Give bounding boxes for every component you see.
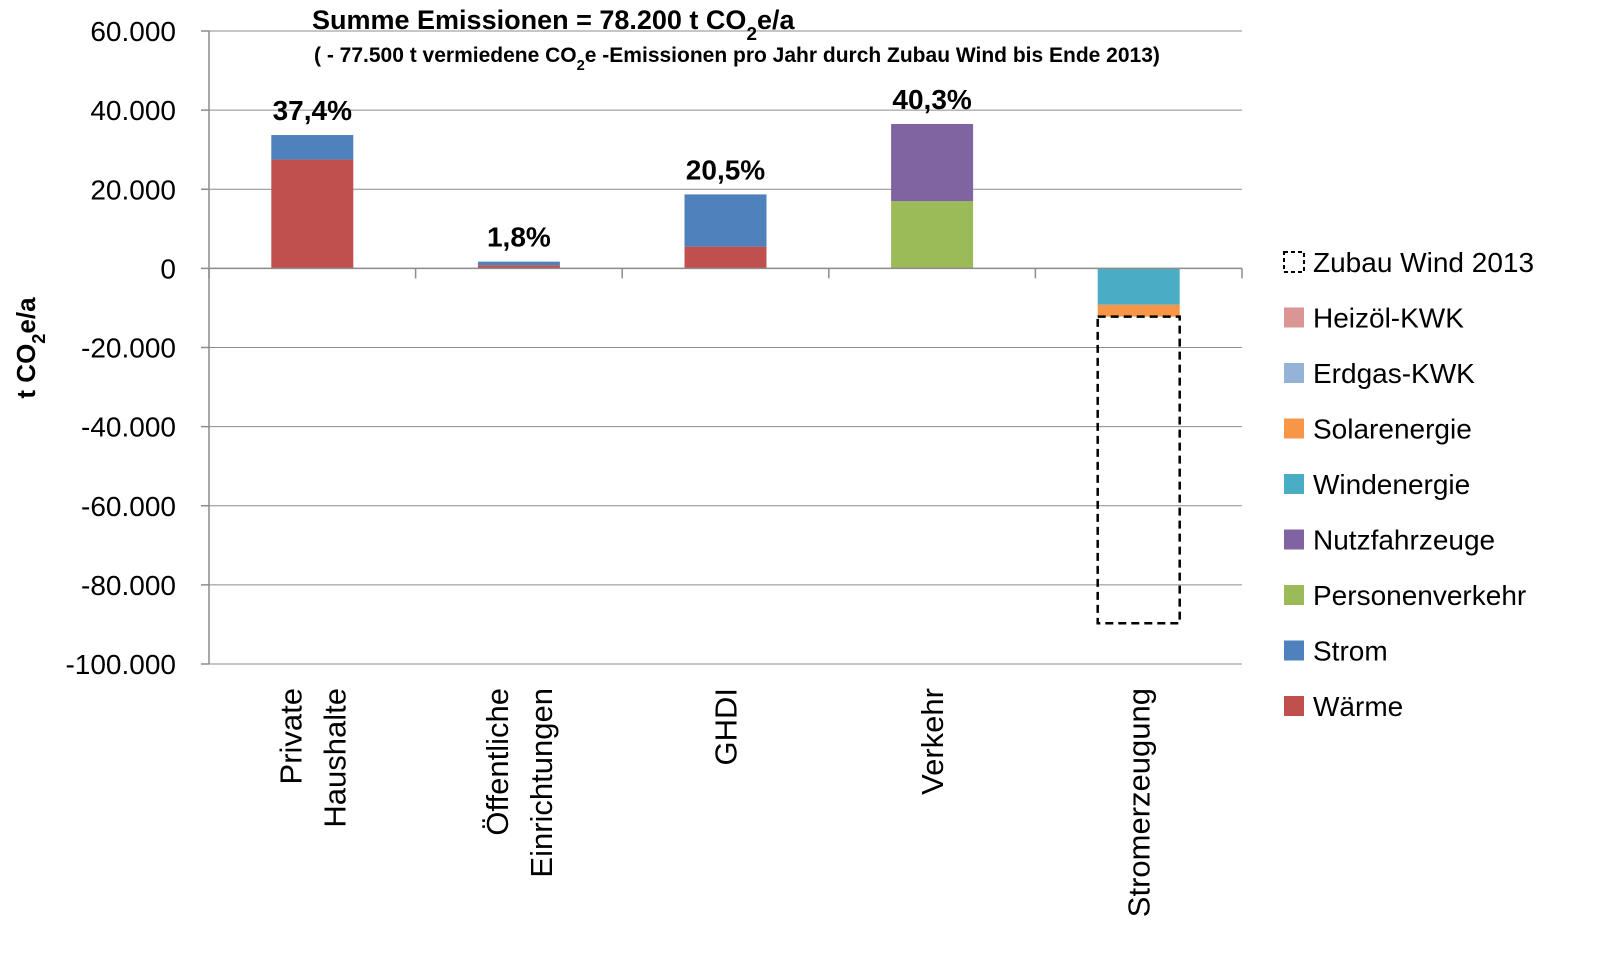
y-tick-label: -20.000	[81, 333, 176, 364]
gridlines	[209, 30, 1242, 665]
legend-swatch	[1283, 251, 1305, 273]
legend-swatch	[1284, 696, 1304, 716]
chart-title: Summe Emissionen = 78.200 t CO2e/a	[312, 5, 795, 45]
legend-label: Zubau Wind 2013	[1313, 247, 1534, 278]
legend-item: Strom	[1284, 636, 1388, 667]
category-label: Stromerzeugung	[1122, 688, 1157, 917]
percent-label: 1,8%	[487, 222, 551, 253]
category-label-line: Verkehr	[915, 688, 950, 795]
category-label-line: Haushalte	[317, 688, 352, 828]
bar-segment	[684, 246, 767, 269]
bar-segment	[891, 201, 974, 269]
y-tick-label: -60.000	[81, 491, 176, 522]
y-tick-label: 60.000	[90, 16, 176, 47]
y-tick-label: 0	[160, 253, 176, 284]
legend-label: Solarenergie	[1313, 414, 1472, 445]
y-axis-label: t CO2e/a	[11, 297, 49, 399]
percent-label: 40,3%	[892, 84, 971, 115]
bar-segment	[271, 159, 354, 269]
legend-swatch	[1284, 640, 1304, 661]
category-label: Verkehr	[915, 688, 950, 795]
bar-segment	[1097, 268, 1180, 305]
percent-label: 20,5%	[686, 154, 765, 185]
y-tick-label: 40.000	[90, 95, 176, 126]
legend-label: Heizöl-KWK	[1313, 303, 1464, 334]
legend-label: Personenverkehr	[1313, 580, 1526, 611]
legend-label: Strom	[1313, 636, 1388, 667]
category-label-line: Öffentliche	[480, 688, 515, 836]
legend-swatch	[1284, 363, 1304, 383]
legend-item: Personenverkehr	[1284, 580, 1526, 611]
y-tick-label: 20.000	[90, 174, 176, 205]
category-label: Private Haushalte	[273, 688, 352, 828]
legend-swatch	[1284, 529, 1304, 550]
category-label-line: Einrichtungen	[524, 688, 559, 878]
bar-segment	[477, 265, 560, 269]
y-tick-label: -80.000	[81, 570, 176, 601]
category-label-line: GHDI	[709, 688, 744, 766]
category-label-line: Private	[273, 688, 308, 784]
legend-swatch	[1284, 474, 1304, 494]
bar-segment	[684, 194, 767, 247]
legend-item: Nutzfahrzeuge	[1284, 525, 1495, 556]
legend-swatch	[1284, 418, 1304, 439]
percent-labels: 37,4% 1,8% 20,5% 40,3%	[273, 84, 972, 253]
category-label-line: Stromerzeugung	[1122, 688, 1157, 917]
legend-swatch	[1284, 307, 1304, 328]
bar-segment	[477, 261, 560, 266]
legend-label: Nutzfahrzeuge	[1313, 525, 1495, 556]
legend-swatch	[1284, 585, 1304, 605]
bars	[271, 123, 1181, 625]
legend-item: Windenergie	[1284, 469, 1470, 500]
chart-subtitle: ( - 77.500 t vermiedene CO2e -Emissionen…	[314, 44, 1160, 74]
y-tick-label: -100.000	[65, 649, 176, 680]
legend: Zubau Wind 2013 Heizöl-KWK Erdgas-KWK Solar…	[1283, 247, 1534, 722]
y-tick-labels: 60.000 40.000 20.000 0 -20.000 -40.000 -60.000…	[65, 16, 176, 680]
legend-item: Erdgas-KWK	[1284, 358, 1475, 389]
x-category-labels: Private Haushalte Öffentliche Einrichtungen…	[273, 688, 1156, 917]
legend-label: Windenergie	[1313, 469, 1470, 500]
category-label: Öffentliche Einrichtungen	[480, 688, 559, 878]
bar-segment	[1097, 304, 1180, 317]
legend-item: Zubau Wind 2013	[1283, 247, 1534, 278]
legend-item: Heizöl-KWK	[1284, 303, 1464, 334]
legend-item: Solarenergie	[1284, 414, 1472, 445]
legend-label: Wärme	[1313, 691, 1403, 722]
axes	[201, 30, 1243, 665]
category-label: GHDI	[709, 688, 744, 766]
legend-item: Wärme	[1284, 691, 1403, 722]
bar-segment	[271, 135, 354, 160]
y-tick-label: -40.000	[81, 412, 176, 443]
bar-segment	[1096, 315, 1181, 625]
legend-label: Erdgas-KWK	[1313, 358, 1475, 389]
bar-segment	[891, 123, 974, 202]
percent-label: 37,4%	[273, 95, 352, 126]
